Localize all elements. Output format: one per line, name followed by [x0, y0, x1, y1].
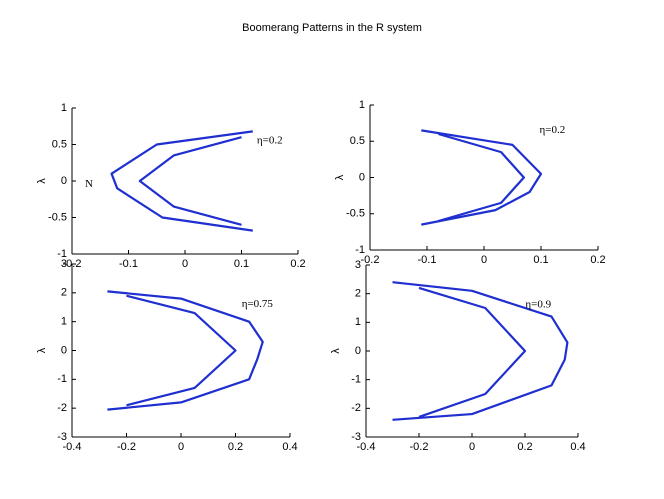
y-axis-label: λ [334, 174, 346, 180]
x-tick-label: 0 [178, 441, 184, 453]
y-tick-label: 3 [355, 259, 361, 271]
x-tick-label: -0.2 [117, 441, 136, 453]
x-tick-label: 0.2 [228, 441, 243, 453]
y-axis-label: λ [330, 348, 342, 354]
y-tick-label: 1 [61, 316, 67, 328]
annotation: η=0.9 [525, 299, 551, 311]
annotation: η=0.75 [242, 298, 274, 310]
y-tick-label: -1 [355, 244, 365, 256]
x-tick-label: 0.4 [570, 441, 585, 453]
y-tick-label: -2 [57, 402, 67, 414]
y-tick-label: 0.5 [52, 138, 67, 150]
y-tick-label: 0.5 [350, 135, 365, 147]
y-axis-label: λ [36, 178, 48, 184]
x-tick-label: 0 [469, 441, 475, 453]
x-tick-label: -0.4 [357, 441, 376, 453]
annotation: N [85, 178, 93, 190]
trajectory [107, 290, 264, 411]
y-tick-label: 1 [61, 102, 67, 114]
y-tick-label: 0 [355, 345, 361, 357]
annotation: η=0.2 [540, 124, 566, 136]
x-tick-label: 0 [481, 254, 487, 266]
x-tick-label: 0.1 [234, 258, 249, 270]
x-tick-label: 0 [182, 258, 188, 270]
y-tick-label: -0.5 [346, 208, 365, 220]
trajectory [438, 132, 525, 223]
x-tick-label: -0.1 [119, 258, 138, 270]
x-tick-label: -0.4 [63, 441, 82, 453]
x-tick-label: -0.2 [361, 254, 380, 266]
y-tick-label: -2 [351, 402, 361, 414]
y-tick-label: -3 [57, 431, 67, 443]
y-tick-label: 0 [61, 344, 67, 356]
x-tick-label: 0.1 [533, 254, 548, 266]
trajectory [138, 136, 242, 226]
y-tick-label: -1 [57, 373, 67, 385]
y-tick-label: 3 [61, 258, 67, 270]
y-tick-label: 0 [61, 175, 67, 187]
y-axis-label: λ [36, 347, 48, 353]
y-tick-label: 0 [359, 171, 365, 183]
x-tick-label: 0.2 [290, 258, 305, 270]
x-tick-label: -0.1 [418, 254, 437, 266]
y-tick-label: -1 [57, 248, 67, 260]
trajectory [418, 286, 527, 418]
chart-title: Boomerang Patterns in the R system [242, 22, 422, 34]
y-tick-label: -3 [351, 431, 361, 443]
y-tick-label: 2 [61, 287, 67, 299]
trajectory [421, 129, 543, 226]
y-tick-label: -1 [351, 374, 361, 386]
trajectory [392, 281, 569, 421]
trajectory [126, 294, 237, 407]
y-tick-label: 1 [359, 99, 365, 111]
y-tick-label: 2 [355, 288, 361, 300]
x-tick-label: 0.4 [282, 441, 297, 453]
y-tick-label: 1 [355, 316, 361, 328]
y-tick-label: -0.5 [48, 211, 67, 223]
x-tick-label: -0.2 [410, 441, 429, 453]
trajectory [110, 130, 253, 232]
x-tick-label: 0.2 [590, 254, 605, 266]
annotation: η=0.2 [257, 134, 283, 146]
x-tick-label: 0.2 [517, 441, 532, 453]
